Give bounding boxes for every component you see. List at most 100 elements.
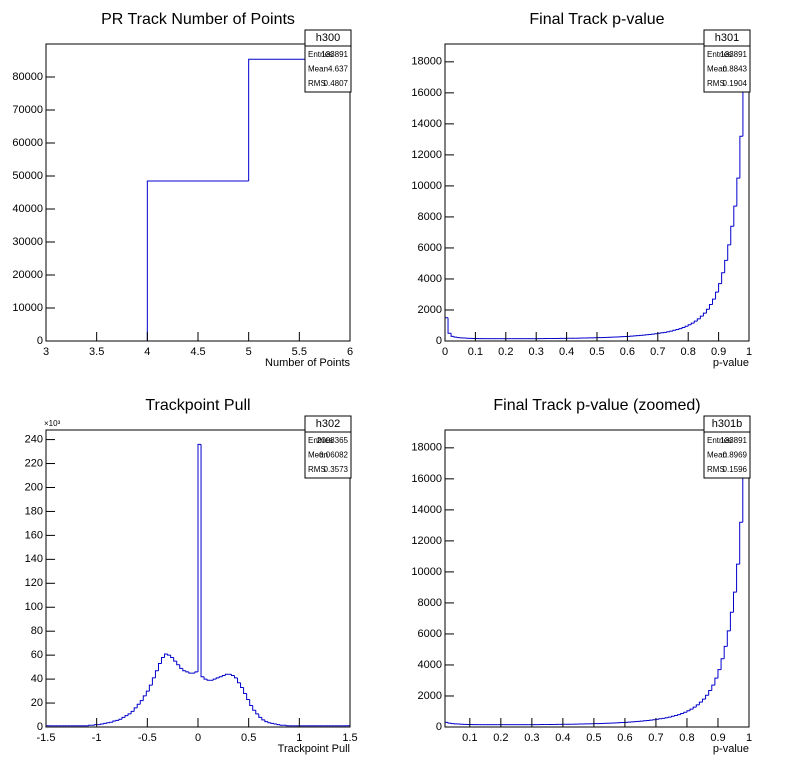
stats-label: Mean: [707, 451, 727, 460]
y-tick-label: 16000: [411, 473, 442, 485]
bin: [136, 703, 141, 708]
bin: [701, 698, 706, 703]
bin: [161, 657, 165, 664]
bin: [188, 671, 192, 674]
x-tick-label: 3.5: [89, 346, 104, 358]
bin: [103, 722, 107, 725]
y-tick-label: 0: [436, 721, 442, 733]
y-tick-label: 20: [31, 697, 43, 709]
y-tick-label: 60: [31, 649, 43, 661]
bin: [285, 725, 290, 727]
x-tick-label: 0.5: [241, 732, 256, 744]
bin: [176, 661, 180, 666]
bin: [699, 315, 704, 319]
stats-label: Mean: [308, 65, 328, 74]
stats-label: RMS: [707, 79, 725, 88]
stats-label: Entries: [308, 436, 333, 445]
bin: [739, 521, 743, 565]
stats-value: 2008365: [317, 436, 349, 445]
bin: [142, 695, 147, 701]
bin: [670, 715, 675, 718]
bin: [447, 317, 452, 334]
bin: [689, 708, 694, 711]
stats-name: h302: [316, 418, 340, 430]
stats-value: 0.8843: [723, 65, 748, 74]
x-tick-label: 4.5: [190, 346, 205, 358]
bin: [255, 710, 259, 715]
x-tick-label: 0.3: [524, 732, 539, 744]
bin: [145, 690, 150, 696]
bin: [680, 713, 684, 715]
bin: [224, 673, 229, 676]
bin: [88, 724, 92, 726]
bin: [666, 331, 670, 333]
y-tick-label: 8000: [418, 211, 442, 223]
bin: [723, 645, 728, 659]
x-tick-label: 0.1: [462, 732, 477, 744]
bin: [164, 653, 168, 658]
y-tick-label: 10000: [12, 302, 43, 314]
stats-value: 0.1904: [723, 79, 748, 88]
bin: [118, 718, 122, 721]
bin: [732, 591, 737, 613]
bin: [708, 690, 712, 696]
stats-label: Mean: [308, 451, 328, 460]
bin: [197, 443, 202, 672]
stats-label: RMS: [308, 465, 326, 474]
bin: [139, 700, 144, 705]
y-tick-label: 14000: [411, 504, 442, 516]
bin: [218, 676, 223, 678]
x-tick-label: 0.9: [711, 346, 726, 358]
bin: [233, 675, 238, 679]
stats-value: 133891: [720, 50, 747, 59]
bin: [729, 611, 734, 631]
x-tick-label: 5: [246, 346, 252, 358]
bin: [124, 715, 129, 718]
x-axis-label: p-value: [713, 357, 749, 369]
bin: [712, 298, 716, 305]
bin: [705, 694, 709, 700]
bin: [683, 711, 687, 714]
y-tick-label: 40000: [12, 203, 43, 215]
x-tick-label: 0.6: [620, 346, 635, 358]
stats-value: 0.4807: [324, 79, 349, 88]
y-tick-label: 20000: [12, 269, 43, 281]
y-multiplier: ×10³: [44, 419, 61, 428]
stats-name: h300: [316, 32, 340, 44]
bin: [121, 716, 126, 720]
y-tick-label: 200: [25, 481, 43, 493]
y-tick-label: 0: [37, 721, 43, 733]
bin: [720, 658, 725, 670]
bin: [167, 653, 171, 656]
y-tick-label: 220: [25, 457, 43, 469]
stats-box: [703, 415, 751, 479]
x-tick-label: 0.4: [559, 346, 574, 358]
stats-label: Mean: [707, 65, 727, 74]
bin: [133, 707, 138, 712]
bin: [681, 327, 686, 329]
bin: [240, 682, 244, 688]
bin: [686, 710, 691, 713]
y-tick-label: 140: [25, 553, 43, 565]
bin: [212, 678, 217, 681]
bin: [246, 693, 250, 700]
x-tick-label: 4: [144, 346, 150, 358]
bin: [264, 719, 268, 723]
bin: [718, 283, 722, 293]
y-tick-label: 8000: [418, 597, 442, 609]
y-tick-label: 180: [25, 505, 43, 517]
bin: [182, 668, 186, 672]
x-axis-label: Trackpoint Pull: [278, 743, 350, 755]
panel-title: Final Track p-value: [529, 11, 664, 28]
y-tick-label: 10000: [411, 566, 442, 578]
bin: [249, 699, 253, 706]
stats-value: 0.1596: [723, 465, 748, 474]
bin: [450, 333, 455, 337]
x-tick-label: 6: [347, 346, 353, 358]
bin: [230, 674, 235, 677]
x-tick-label: 0.5: [586, 732, 601, 744]
bin: [705, 308, 710, 314]
bin: [237, 677, 241, 684]
y-tick-label: 18000: [411, 442, 442, 454]
